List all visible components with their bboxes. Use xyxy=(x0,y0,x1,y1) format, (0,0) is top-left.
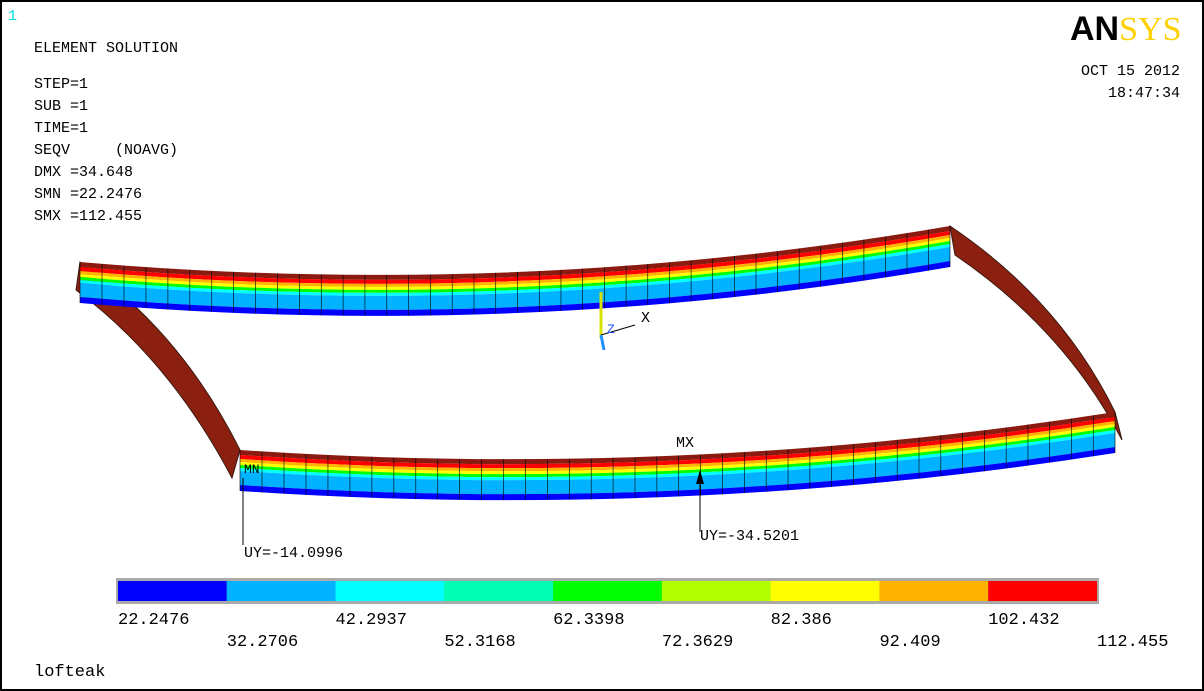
header-line: STEP=1 xyxy=(34,76,88,93)
header-line: DMX =34.648 xyxy=(34,164,133,181)
legend-label: 52.3168 xyxy=(444,633,515,652)
header-line: TIME=1 xyxy=(34,120,88,137)
beam-band xyxy=(240,424,1115,475)
beam-band xyxy=(240,421,1115,472)
legend-swatch xyxy=(444,581,554,601)
result-title: ELEMENT SOLUTION xyxy=(34,40,178,57)
header-line: SUB =1 xyxy=(34,98,88,115)
beam-band xyxy=(80,247,950,310)
legend-label: 102.432 xyxy=(988,611,1059,630)
legend-label: 112.455 xyxy=(1097,633,1168,652)
legend-label: 92.409 xyxy=(879,633,940,652)
triad-z xyxy=(599,334,606,351)
logo-right: SYS xyxy=(1119,11,1181,48)
beam-band xyxy=(80,231,950,284)
header-line: SMX =112.455 xyxy=(34,208,142,225)
window-number: 1 xyxy=(8,8,17,25)
side-beam xyxy=(949,224,1123,441)
logo-left: AN xyxy=(1070,10,1119,48)
legend-label: 72.3629 xyxy=(662,633,733,652)
beam-band xyxy=(80,244,950,296)
date: OCT 15 2012 xyxy=(1081,63,1180,80)
triad-x xyxy=(600,324,636,336)
beam-band xyxy=(240,430,1115,481)
uy-max-label: UY=-34.5201 xyxy=(700,528,799,545)
legend-swatch xyxy=(770,581,880,601)
triad-x-label: X xyxy=(641,310,650,327)
legend-swatch xyxy=(118,581,227,601)
beam-band xyxy=(80,241,950,293)
legend-label: 42.2937 xyxy=(336,611,407,630)
beam-band xyxy=(80,261,950,316)
uy-min-label: UY=-14.0996 xyxy=(244,545,343,562)
legend-swatch xyxy=(661,581,771,601)
time: 18:47:34 xyxy=(1108,85,1180,102)
beam-band xyxy=(80,235,950,287)
legend-swatch xyxy=(335,581,445,601)
legend-swatch xyxy=(553,581,662,601)
beam-band xyxy=(240,417,1115,469)
beam-band xyxy=(80,226,950,280)
caption: lofteak xyxy=(34,663,105,682)
beam-band xyxy=(240,412,1115,465)
legend-label: 82.386 xyxy=(771,611,832,630)
beam-band xyxy=(80,238,950,290)
legend: 22.2476 32.2706 42.2937 52.3168 62.3398 72.36… xyxy=(118,581,1168,652)
logo: ANSYS xyxy=(1070,10,1181,48)
max-arrow xyxy=(696,470,704,484)
header-line: SEQV (NOAVG) xyxy=(34,142,178,159)
header-line: SMN =22.2476 xyxy=(34,186,142,203)
min-marker: MN xyxy=(244,462,260,477)
beam-band xyxy=(240,427,1115,478)
max-marker: MX xyxy=(676,435,694,452)
frame-model xyxy=(75,224,1123,501)
side-beam xyxy=(75,261,241,480)
legend-swatch xyxy=(226,581,336,601)
legend-swatch xyxy=(879,581,989,601)
legend-label: 62.3398 xyxy=(553,611,624,630)
triad-z-label: Z xyxy=(607,322,615,337)
legend-swatch xyxy=(988,581,1097,601)
legend-label: 32.2706 xyxy=(227,633,298,652)
beam-band xyxy=(240,447,1115,501)
beam-band xyxy=(240,433,1115,495)
legend-label: 22.2476 xyxy=(118,611,189,630)
